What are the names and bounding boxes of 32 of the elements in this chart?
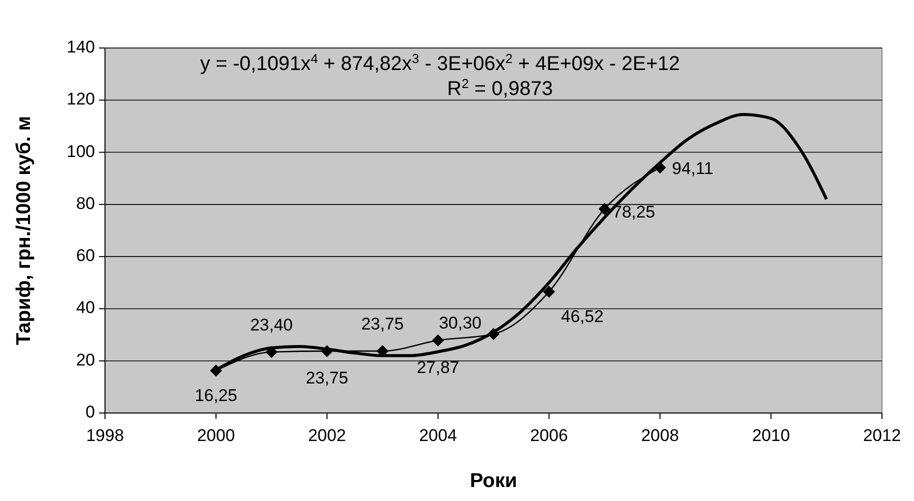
point	[598, 202, 610, 215]
data-label: 23,40	[250, 315, 293, 334]
data-label: 30,30	[438, 313, 482, 332]
data-label: 46,52	[561, 307, 604, 326]
x-tick-label: 2006	[530, 426, 568, 445]
x-tick-label: 2002	[308, 426, 346, 445]
x-tick-label: 1998	[86, 426, 124, 445]
x-axis-title: Роки	[470, 470, 518, 492]
annotation: y = -0,1091x$^{4}$ + 874,82x$^{3}$ - 3E+06x$^{2}$ + 4E+09x - 2E+12	[200, 50, 680, 75]
point	[432, 334, 444, 346]
data-label: 27,87	[416, 358, 460, 377]
x-tick-label: 2004	[419, 426, 457, 445]
y-axis-title: Тариф, грн./1000 куб. м	[13, 116, 35, 346]
y-tick-label: 0	[86, 402, 95, 422]
annotation: R$^{2}$ = 0,9873	[447, 76, 553, 100]
y-tick-label: 100	[66, 142, 95, 161]
y-tick-label: 40	[76, 298, 95, 318]
data-label: 94,11	[672, 159, 714, 178]
data-label: 16,25	[194, 386, 238, 406]
x-tick-label: 2012	[863, 426, 901, 445]
data-label: 78,25	[612, 202, 656, 222]
y-tick-label: 20	[76, 350, 95, 370]
data-label: 23,75	[306, 368, 348, 388]
y-tick-label: 60	[76, 246, 95, 266]
y-tick-label: 120	[66, 90, 95, 109]
x-tick-label: 2010	[752, 426, 790, 445]
data-label: 23,75	[361, 314, 404, 334]
x-tick-label: 2008	[641, 426, 679, 445]
y-tick-label: 140	[66, 37, 95, 56]
y-tick-label: 80	[76, 194, 95, 213]
point	[543, 286, 555, 298]
x-tick-label: 2000	[197, 426, 235, 445]
